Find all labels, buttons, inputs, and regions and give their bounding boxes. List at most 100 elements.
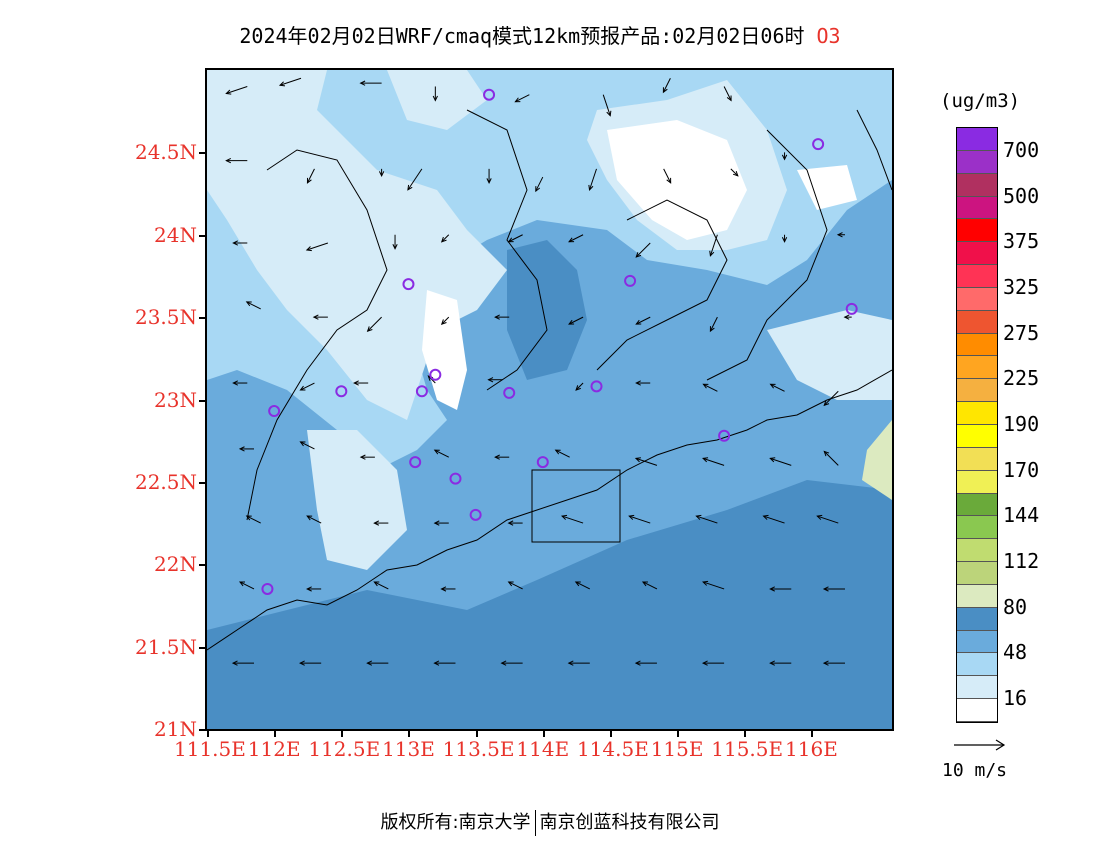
- wind-arrow: [507, 520, 523, 526]
- province-borders: [246, 109, 892, 521]
- wind-arrow: [407, 168, 423, 191]
- lat-label: 24.5N: [134, 140, 197, 165]
- pollutant-label: O3: [816, 24, 841, 48]
- colorbar-cell: [957, 630, 997, 654]
- wind-arrow: [568, 316, 584, 325]
- wind-arrow: [568, 234, 584, 243]
- lat-label: 21N: [154, 717, 197, 741]
- lon-tick: [341, 731, 344, 737]
- wind-arrow: [359, 454, 375, 460]
- station-marker: [812, 138, 825, 151]
- wind-arrow-head: [433, 520, 440, 526]
- lat-tick: [199, 564, 205, 567]
- colorbar-cell: [957, 242, 997, 266]
- reference-vector-head: [995, 739, 1006, 751]
- region-box: [531, 469, 621, 543]
- wind-arrow-head: [507, 581, 514, 587]
- wind-arrow-shaft: [589, 168, 597, 191]
- lon-tick: [475, 731, 478, 737]
- colorbar-cell: [957, 196, 997, 220]
- wind-arrow: [306, 586, 322, 592]
- wind-arrow-head: [606, 110, 612, 117]
- wind-arrow-shaft: [508, 234, 523, 243]
- wind-arrow: [440, 316, 450, 325]
- wind-arrow-shaft: [636, 316, 651, 325]
- station-marker: [503, 386, 516, 399]
- wind-arrow: [440, 234, 450, 243]
- wind-arrow: [353, 380, 369, 386]
- wind-arrow: [432, 86, 438, 102]
- wind-arrow-head: [588, 184, 594, 191]
- wind-arrow-shaft: [515, 94, 530, 103]
- wind-arrow-head: [662, 87, 668, 94]
- wind-arrow: [225, 86, 248, 95]
- lat-label: 23.5N: [134, 305, 197, 330]
- wind-arrow-head: [823, 450, 830, 457]
- lon-tick: [207, 731, 209, 737]
- wind-arrow-shaft: [702, 581, 725, 590]
- wind-arrow-head: [378, 171, 385, 177]
- wind-arrow-shaft: [575, 581, 591, 590]
- wind-arrow: [433, 449, 449, 458]
- wind-arrow-head: [299, 385, 306, 391]
- wind-arrow-head: [433, 660, 440, 666]
- wind-arrow: [245, 301, 261, 310]
- lon-label: 114E: [516, 737, 570, 761]
- wind-arrow-shaft: [823, 451, 839, 466]
- wind-arrow-shaft: [568, 316, 584, 325]
- wind-arrow-head: [306, 586, 312, 592]
- wind-arrow-shaft: [770, 457, 792, 466]
- wind-arrow-head: [507, 520, 514, 526]
- wind-arrow-shaft: [374, 581, 389, 590]
- station-marker: [845, 302, 858, 315]
- wind-arrow-head: [695, 514, 702, 520]
- wind-arrow-head: [732, 170, 739, 177]
- lon-tick: [744, 731, 747, 737]
- wind-arrow: [822, 660, 845, 666]
- wind-arrow-head: [373, 520, 380, 526]
- wind-arrow-head: [232, 240, 239, 246]
- wind-arrow: [500, 660, 523, 666]
- wind-arrow-head: [440, 319, 447, 325]
- station-marker: [624, 274, 637, 287]
- station-marker: [449, 472, 462, 485]
- colorbar-cell: [957, 562, 997, 585]
- wind-arrow: [769, 586, 792, 592]
- wind-arrow-shaft: [770, 383, 785, 392]
- wind-arrow-head: [769, 383, 776, 389]
- wind-arrow: [366, 316, 382, 332]
- station-marker: [415, 385, 428, 398]
- wind-arrow-shaft: [300, 382, 315, 391]
- wind-arrow: [628, 514, 651, 524]
- wind-arrow-head: [366, 660, 373, 666]
- wind-arrow-head: [560, 514, 568, 520]
- wind-arrow: [769, 383, 785, 392]
- lon-label: 115E: [650, 737, 704, 761]
- wind-arrow-head: [440, 236, 447, 243]
- lat-tick: [199, 399, 205, 402]
- wind-arrow: [701, 660, 725, 666]
- wind-arrow: [507, 581, 523, 590]
- colorbar-cell: [957, 607, 997, 631]
- wind-arrow-shaft: [575, 382, 584, 391]
- colorbar-level-label: 190: [1003, 412, 1040, 436]
- wind-arrow: [695, 514, 718, 524]
- wind-arrow-shaft: [306, 242, 329, 251]
- wind-arrow-head: [822, 586, 829, 592]
- wind-arrow-head: [359, 454, 366, 460]
- wind-arrow-head: [702, 580, 709, 586]
- wind-arrow-shaft: [709, 234, 718, 256]
- wind-arrow-head: [567, 660, 574, 666]
- wind-arrow-shaft: [307, 168, 315, 184]
- wind-arrow: [305, 242, 329, 252]
- field-white-patches: [422, 120, 857, 410]
- wind-arrow: [781, 234, 788, 243]
- colorbar-cell: [957, 470, 997, 494]
- field-level-48b: [507, 240, 587, 380]
- wind-arrow: [663, 168, 672, 184]
- lon-label: 115.5E: [711, 737, 784, 761]
- wind-arrow-head: [353, 380, 359, 386]
- coastline-path: [207, 369, 892, 651]
- wind-arrow: [486, 168, 492, 184]
- wind-arrow-head: [299, 441, 306, 447]
